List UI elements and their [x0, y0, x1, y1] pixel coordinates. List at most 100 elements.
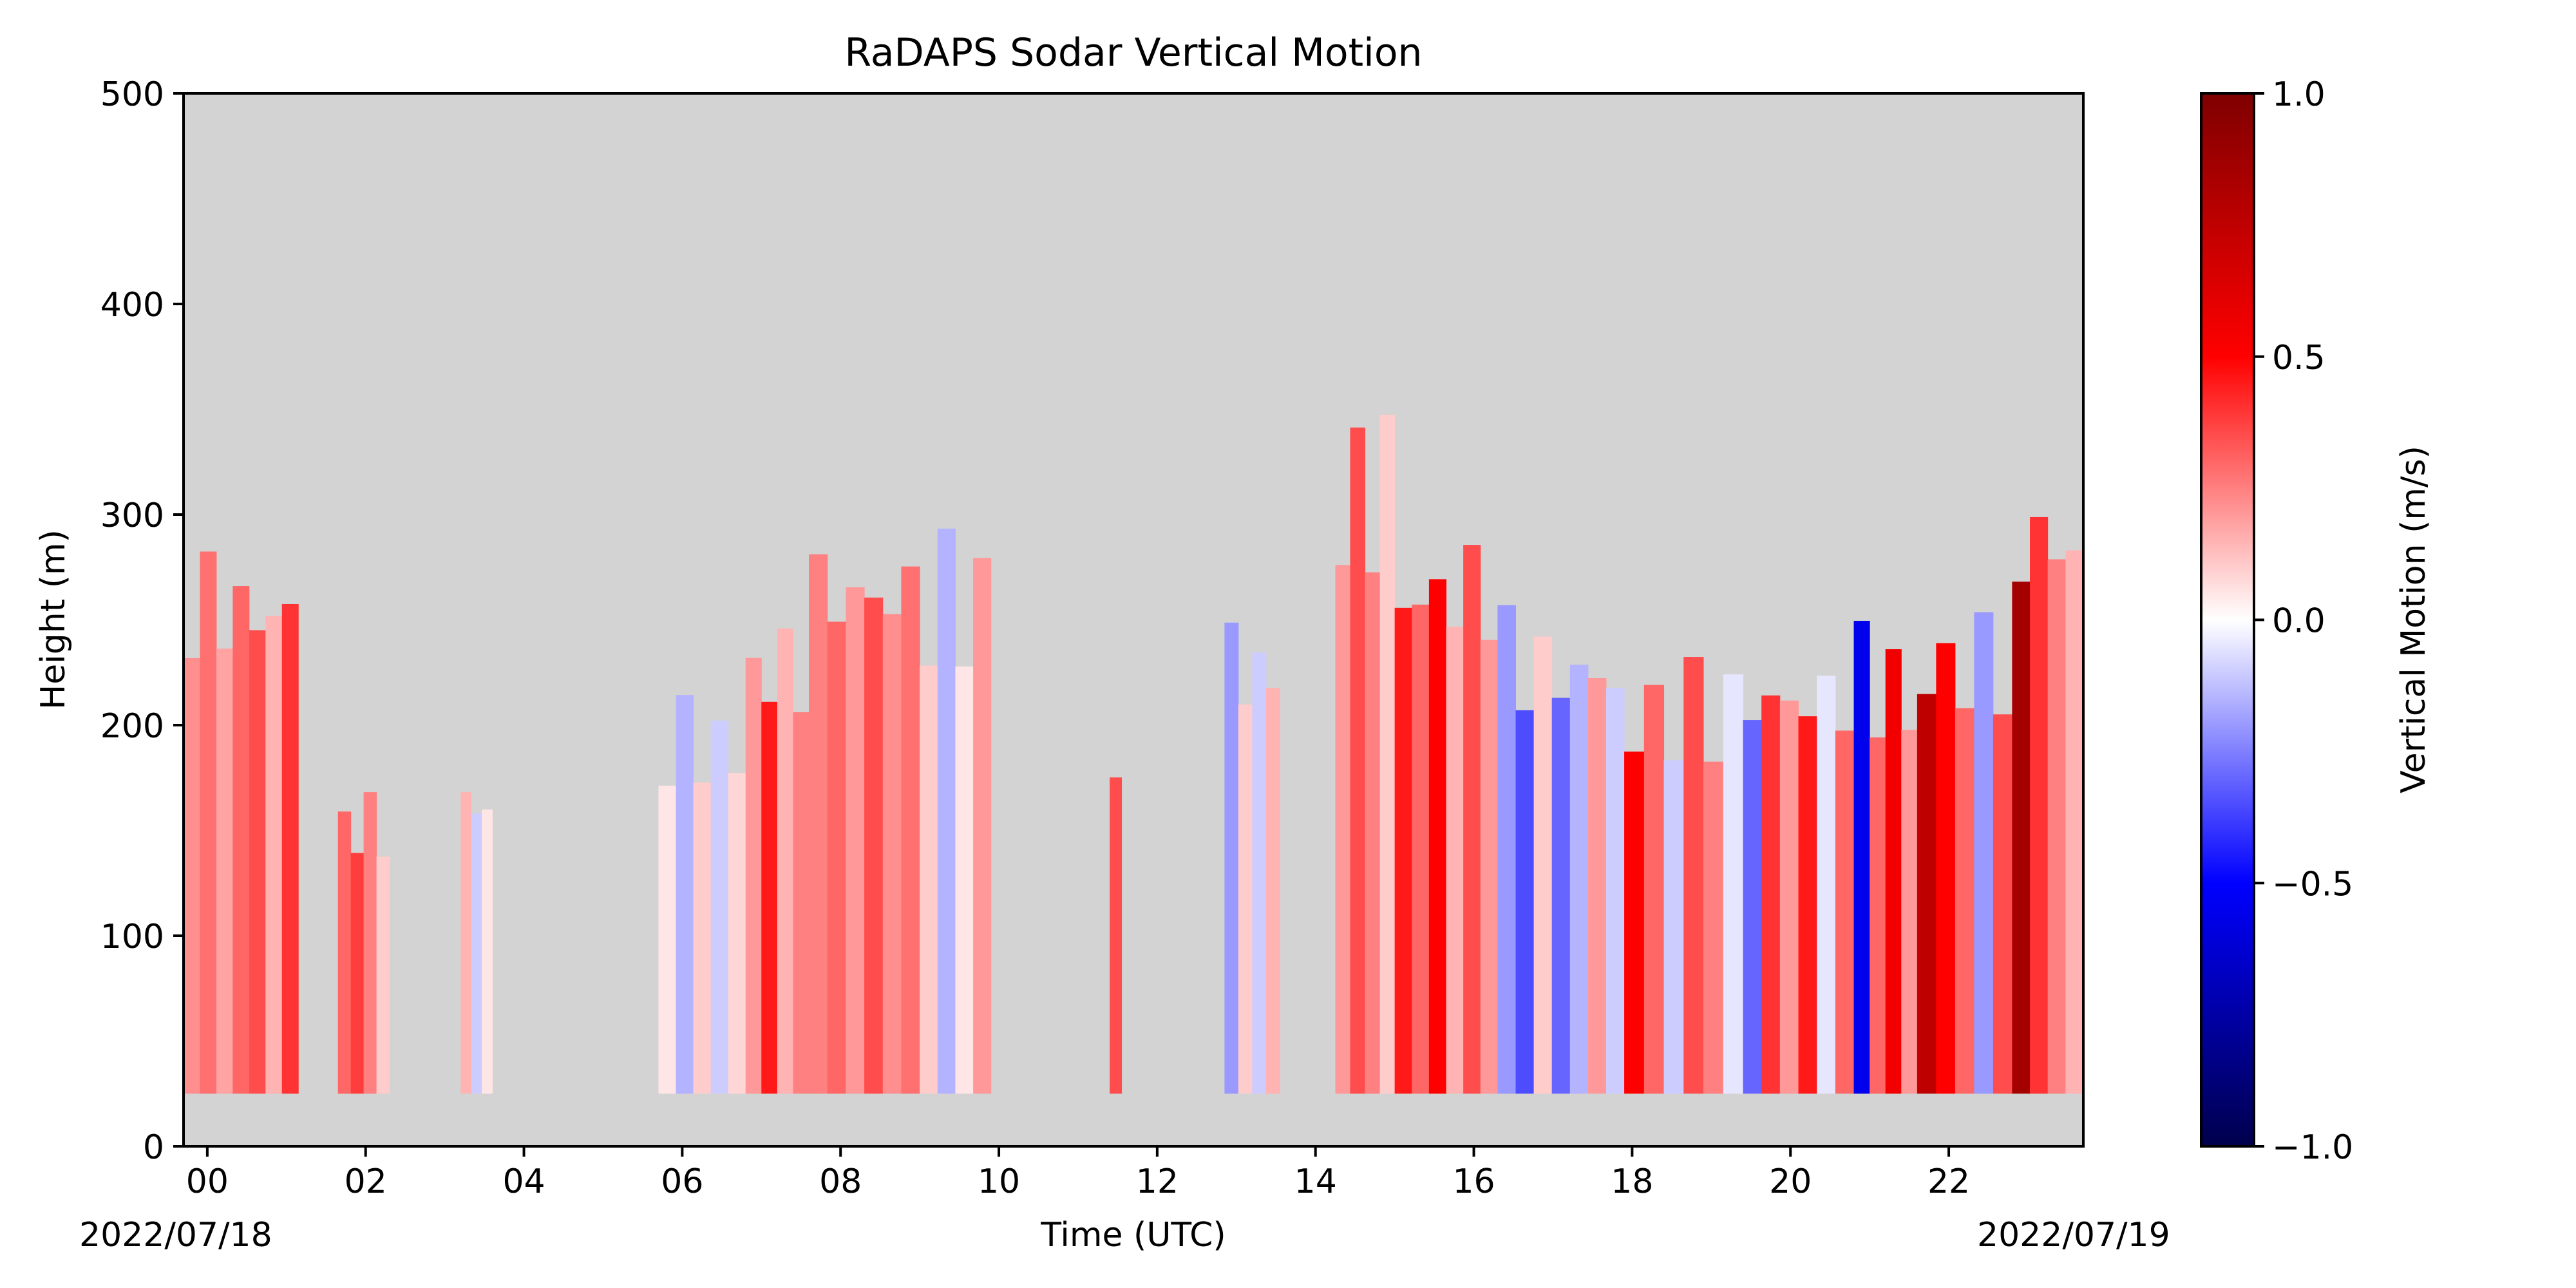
data-cell — [846, 587, 865, 1094]
data-cell — [955, 666, 974, 1094]
data-layer — [184, 414, 2084, 1094]
data-cell — [658, 786, 677, 1094]
x-tick-label: 08 — [819, 1162, 862, 1201]
plot-area — [182, 92, 2085, 1148]
data-cell — [1917, 694, 1937, 1094]
data-cell — [1993, 714, 2012, 1094]
data-cell — [2065, 550, 2084, 1094]
data-cell — [1497, 605, 1517, 1094]
data-cell — [693, 782, 712, 1094]
data-cell — [901, 566, 920, 1094]
data-cell — [1974, 612, 1994, 1094]
data-cell — [827, 621, 846, 1094]
data-cell — [232, 586, 250, 1094]
colorbar: 1.0 0.5 0.0 −0.5 −1.0 Vertical Motion (m/s) — [2200, 75, 2433, 1167]
data-cell — [216, 649, 233, 1094]
data-cell — [2047, 559, 2066, 1094]
data-cell — [2030, 516, 2049, 1094]
data-cell — [471, 813, 482, 1094]
y-axis-label: Height (m) — [34, 529, 73, 710]
data-cell — [882, 614, 902, 1094]
data-cell — [2012, 582, 2031, 1094]
colorbar-tick-label: −1.0 — [2272, 1128, 2353, 1167]
data-cell — [337, 811, 352, 1094]
x-tick-label: 14 — [1294, 1162, 1337, 1201]
data-cell — [1412, 604, 1430, 1094]
colorbar-tick-label: −0.5 — [2272, 865, 2353, 904]
end-date-label: 2022/07/19 — [1977, 1216, 2170, 1255]
data-cell — [184, 658, 200, 1094]
x-tick-label: 16 — [1452, 1162, 1495, 1201]
data-cell — [1428, 579, 1447, 1094]
colorbar-label: Vertical Motion (m/s) — [2394, 446, 2433, 793]
data-cell — [809, 554, 828, 1094]
data-cell — [728, 773, 746, 1094]
data-cell — [1446, 627, 1464, 1094]
data-cell — [1480, 639, 1498, 1094]
data-cell — [460, 792, 472, 1094]
data-cell — [745, 658, 762, 1094]
x-tick-label: 22 — [1927, 1162, 1970, 1201]
data-cell — [1515, 710, 1535, 1094]
y-tick-label: 300 — [100, 497, 164, 535]
plot-frame — [182, 92, 2085, 1148]
x-axis: 00 02 04 06 08 10 12 14 16 18 20 22 — [186, 1146, 1970, 1201]
data-cell — [1224, 622, 1239, 1094]
data-cell — [1110, 777, 1122, 1094]
data-cell — [973, 558, 992, 1094]
data-cell — [1394, 607, 1412, 1094]
data-cell — [1569, 665, 1589, 1094]
data-cell — [937, 528, 956, 1094]
chart-title: RaDAPS Sodar Vertical Motion — [844, 30, 1422, 75]
data-cell — [1551, 697, 1571, 1094]
data-cell — [761, 701, 778, 1094]
data-cell — [1885, 649, 1902, 1094]
data-cell — [363, 792, 377, 1094]
x-tick-label: 12 — [1136, 1162, 1179, 1201]
x-tick-label: 18 — [1611, 1162, 1653, 1201]
data-cell — [1835, 730, 1855, 1094]
x-tick-label: 10 — [978, 1162, 1020, 1201]
data-cell — [1703, 761, 1724, 1094]
colorbar-tick-label: 1.0 — [2272, 75, 2325, 114]
data-cell — [481, 810, 493, 1094]
data-cell — [1663, 760, 1684, 1094]
data-cell — [1798, 716, 1817, 1094]
y-tick-label: 0 — [143, 1128, 164, 1167]
x-tick-label: 04 — [502, 1162, 545, 1201]
data-cell — [1365, 572, 1381, 1094]
y-tick-label: 400 — [100, 286, 164, 325]
data-cell — [350, 853, 365, 1094]
data-cell — [200, 551, 217, 1094]
data-cell — [249, 630, 266, 1094]
data-cell — [1238, 704, 1253, 1094]
y-axis: 0 100 200 300 400 500 — [100, 75, 184, 1167]
data-cell — [1683, 657, 1704, 1094]
data-cell — [1587, 677, 1607, 1094]
data-cell — [1335, 565, 1350, 1094]
data-cell — [676, 695, 694, 1094]
data-cell — [1533, 636, 1553, 1094]
data-cell — [1350, 427, 1366, 1094]
data-cell — [1463, 545, 1481, 1094]
data-cell — [1955, 708, 1975, 1094]
data-cell — [777, 629, 793, 1094]
data-cell — [1761, 695, 1781, 1094]
y-tick-label: 200 — [100, 707, 164, 746]
start-date-label: 2022/07/18 — [79, 1216, 272, 1255]
data-cell — [793, 712, 810, 1094]
colorbar-tick-label: 0.0 — [2272, 602, 2325, 641]
data-cell — [281, 603, 299, 1094]
data-cell — [1743, 720, 1762, 1094]
data-cell — [265, 616, 283, 1094]
x-tick-label: 00 — [186, 1162, 229, 1201]
data-cell — [1853, 620, 1870, 1094]
data-cell — [1723, 674, 1743, 1094]
data-cell — [1379, 414, 1396, 1094]
x-axis-label: Time (UTC) — [1040, 1216, 1226, 1255]
y-tick-label: 100 — [100, 918, 164, 956]
data-cell — [710, 721, 729, 1094]
data-cell — [1779, 700, 1799, 1094]
data-cell — [376, 857, 390, 1094]
